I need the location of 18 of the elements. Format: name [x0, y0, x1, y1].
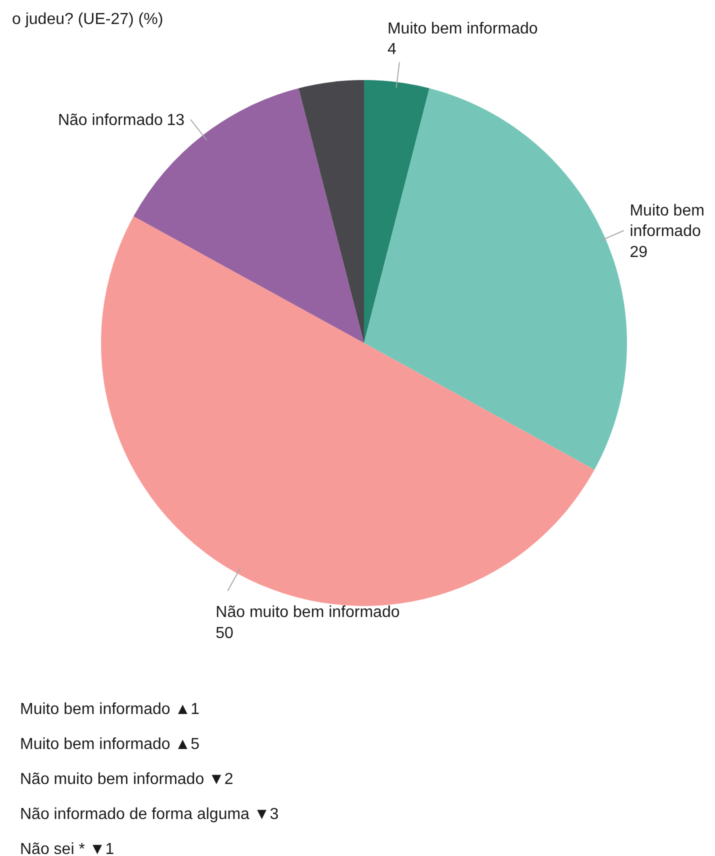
- slice-label: Muito bem informado: [630, 202, 704, 240]
- pie-slice: [364, 88, 627, 470]
- text: Muito bem informado ▲1: [20, 701, 200, 718]
- data-label: 50: [216, 624, 234, 642]
- pie-slice: [101, 216, 594, 606]
- chart-title: o judeu? (UE-27) (%): [12, 11, 164, 28]
- data-label: 13: [166, 112, 185, 129]
- text: Muito bem informado ▲5: [20, 736, 200, 753]
- slice-label: Muito bem informado: [387, 20, 538, 38]
- data-label: 29: [630, 244, 648, 262]
- text: Não informado de forma alguma ▼3: [20, 806, 279, 823]
- pie-slice: [298, 80, 364, 343]
- slice-label: Não informado: [58, 112, 163, 129]
- text: Não sei * ▼1: [20, 841, 114, 856]
- pie-slice: [364, 80, 430, 343]
- text: Não muito bem informado ▼2: [20, 771, 234, 788]
- data-label: 4: [387, 41, 396, 58]
- slice-label: Não muito bem informado: [216, 604, 400, 621]
